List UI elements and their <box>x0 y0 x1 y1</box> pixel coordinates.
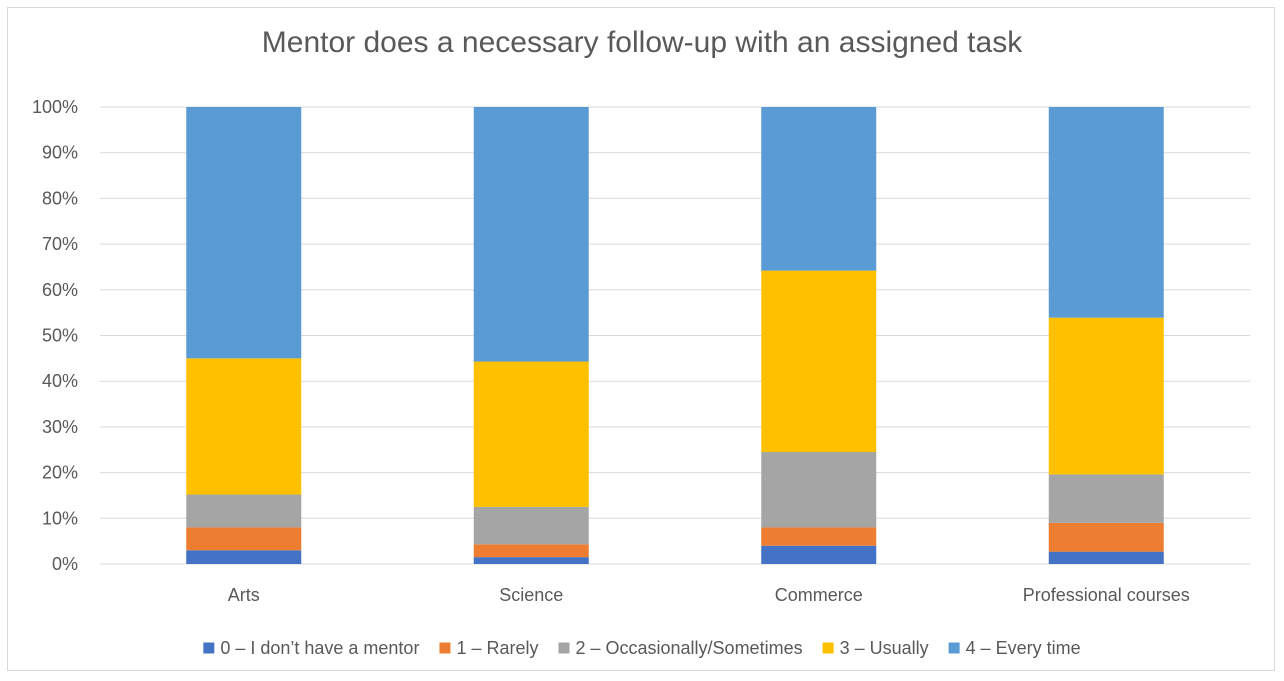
bar-segment <box>1048 317 1164 475</box>
x-tick-label: Arts <box>228 585 260 605</box>
y-axis-tick-labels: 0% 10% 20% 30% 40% 50% 60% 70% 80% 90% 100% <box>32 97 78 574</box>
bar-segment <box>761 527 877 546</box>
legend-swatch <box>203 642 215 654</box>
legend-label: 4 – Every time <box>966 638 1081 658</box>
y-tick-label: 70% <box>42 234 78 254</box>
x-tick-label: Science <box>499 585 563 605</box>
bar-segment <box>761 270 877 453</box>
bar-segment <box>1048 551 1164 564</box>
legend: 0 – I don’t have a mentor 1 – Rarely 2 – O… <box>203 638 1081 658</box>
bar-segment <box>761 107 877 271</box>
bar-segment <box>473 506 589 545</box>
legend-label: 2 – Occasionally/Sometimes <box>575 638 802 658</box>
bar-segment <box>473 361 589 507</box>
bar-segment <box>186 527 302 551</box>
bar-segment <box>186 358 302 495</box>
bar-segment <box>761 452 877 528</box>
y-tick-label: 20% <box>42 463 78 483</box>
x-axis-tick-labels: Arts Science Commerce Professional courses <box>228 585 1190 605</box>
chart-title: Mentor does a necessary follow-up with a… <box>262 26 1023 59</box>
y-tick-label: 0% <box>52 554 78 574</box>
y-tick-label: 60% <box>42 280 78 300</box>
x-tick-label: Commerce <box>775 585 863 605</box>
bar-segment <box>186 494 302 528</box>
bar-segment <box>186 107 302 359</box>
legend-swatch <box>948 642 960 654</box>
bar-segment <box>761 545 877 564</box>
bar-segment <box>1048 107 1164 318</box>
legend-swatch <box>558 642 570 654</box>
bar-segment <box>1048 522 1164 552</box>
legend-label: 0 – I don’t have a mentor <box>220 638 419 658</box>
bar-segment <box>473 557 589 564</box>
legend-label: 3 – Usually <box>840 638 929 658</box>
legend-label: 1 – Rarely <box>456 638 538 658</box>
y-tick-label: 90% <box>42 143 78 163</box>
bar-segment <box>186 550 302 564</box>
bar-segment <box>473 544 589 558</box>
y-tick-label: 10% <box>42 508 78 528</box>
y-tick-label: 30% <box>42 417 78 437</box>
legend-swatch <box>822 642 834 654</box>
y-tick-label: 50% <box>42 326 78 346</box>
y-tick-label: 80% <box>42 188 78 208</box>
bar-segment <box>473 107 589 362</box>
y-tick-label: 40% <box>42 371 78 391</box>
bar-segment <box>1048 474 1164 523</box>
y-tick-label: 100% <box>32 97 78 117</box>
bars <box>186 107 1164 564</box>
legend-swatch <box>439 642 451 654</box>
x-tick-label: Professional courses <box>1023 585 1190 605</box>
